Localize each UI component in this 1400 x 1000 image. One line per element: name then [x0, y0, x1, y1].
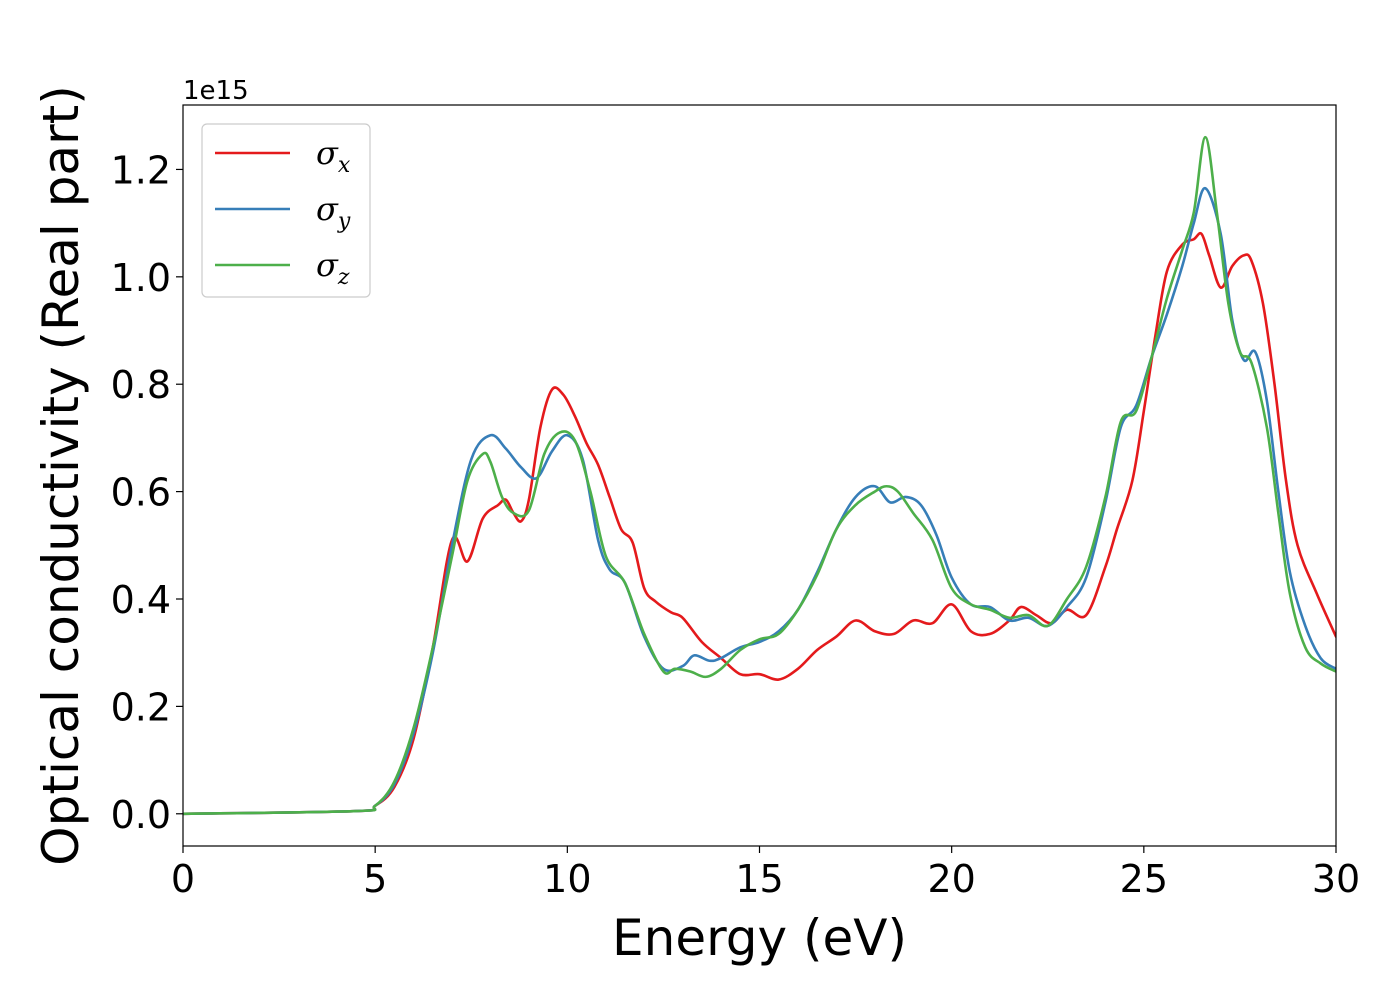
- y-axis-label: Optical conductivity (Real part): [32, 85, 90, 866]
- x-tick-label: 10: [543, 857, 591, 901]
- y-tick-label: 0.6: [111, 471, 171, 515]
- legend-box: [201, 123, 371, 298]
- y-tick-label: 0.0: [111, 793, 171, 837]
- x-tick-label: 15: [735, 857, 783, 901]
- y-axis-offset-label: 1e15: [183, 76, 249, 106]
- series-line-y: [183, 186, 1336, 816]
- x-tick-label: 30: [1312, 857, 1360, 901]
- series-line-x: [183, 231, 1336, 816]
- series-layer: [183, 135, 1336, 816]
- y-tick-label: 0.4: [111, 578, 171, 622]
- y-tick-label: 0.2: [111, 685, 171, 729]
- y-axis-ticks: 0.0 0.2 0.4 0.6 0.8 1.0 1.2: [111, 148, 183, 837]
- x-tick-label: 25: [1120, 857, 1168, 901]
- y-tick-label: 1.2: [111, 148, 171, 192]
- x-axis-label: Energy (eV): [612, 909, 907, 967]
- x-tick-label: 20: [927, 857, 975, 901]
- y-tick-label: 0.8: [111, 363, 171, 407]
- y-tick-label: 1.0: [111, 256, 171, 300]
- x-axis-ticks: 0 5 10 15 20 25 30: [171, 846, 1360, 901]
- series-line-z: [183, 135, 1336, 816]
- x-tick-label: 5: [363, 857, 387, 901]
- x-tick-label: 0: [171, 857, 195, 901]
